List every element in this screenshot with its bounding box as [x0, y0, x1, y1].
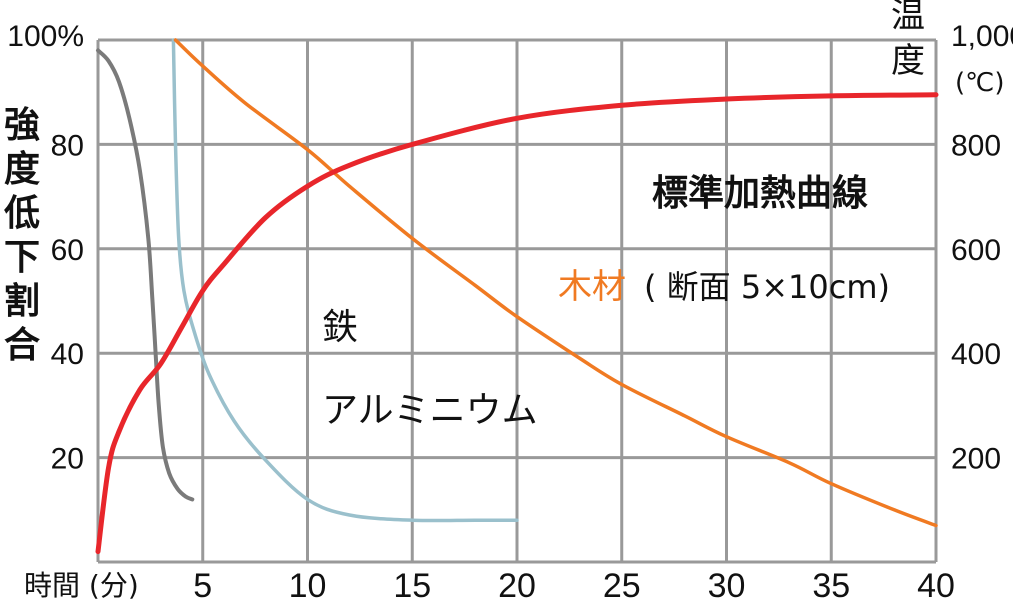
x-tick-label: 40: [917, 567, 955, 605]
left-axis-label-char: 下: [4, 237, 40, 278]
x-tick-label: 20: [498, 567, 536, 605]
right-y-tick-label: 200: [951, 443, 1001, 476]
right-axis-label-bottom: 度: [891, 41, 925, 81]
x-axis-ticks: 5 10 15 20 25 30 35 40: [193, 567, 955, 605]
wood-label-name: 木材: [558, 267, 626, 307]
left-axis-label-char: 割: [4, 281, 40, 322]
wood-label-detail: ( 断面 5×10cm): [644, 268, 890, 306]
x-tick-label: 35: [812, 567, 850, 605]
standard-curve-label: 標準加熱曲線: [652, 173, 868, 214]
right-axis-label-top: 温: [891, 0, 925, 36]
left-y-tick-label: 40: [51, 338, 84, 371]
left-axis-label-char: 強: [4, 105, 40, 146]
left-y-tick-label: 20: [51, 443, 84, 476]
wood-line: [173, 38, 938, 528]
x-tick-label: 5: [193, 567, 212, 605]
right-y-tick-label: 1,000: [951, 20, 1013, 53]
x-tick-label: 30: [708, 567, 746, 605]
right-y-tick-label: 400: [951, 338, 1001, 371]
series-lines: [95, 38, 939, 555]
aluminum-label: アルミニウム: [322, 390, 538, 431]
iron-line: [96, 48, 195, 502]
left-axis-label-char: 度: [4, 149, 40, 190]
x-tick-label: 15: [393, 567, 431, 605]
right-y-tick-label: 600: [951, 234, 1001, 267]
right-y-tick-label: 800: [951, 129, 1001, 162]
left-y-tick-label: 60: [51, 234, 84, 267]
right-axis-unit: (℃): [955, 68, 1005, 98]
aluminum-line: [171, 38, 519, 523]
left-y-tick-label: 80: [51, 129, 84, 162]
x-axis-label: 時間 (分): [24, 569, 139, 602]
iron-label: 鉄: [322, 307, 358, 348]
left-axis-label-char: 合: [4, 325, 40, 366]
x-tick-label: 25: [603, 567, 641, 605]
left-axis-ticks: 20 40 60 80 100%: [7, 20, 84, 476]
standard-heating-curve-line: [95, 92, 939, 555]
right-axis-ticks: 200 400 600 800 1,000: [951, 20, 1013, 476]
x-tick-label: 10: [289, 567, 327, 605]
left-axis-label-char: 低: [4, 193, 40, 234]
left-y-tick-label: 100%: [7, 20, 84, 53]
grid: [96, 38, 938, 564]
